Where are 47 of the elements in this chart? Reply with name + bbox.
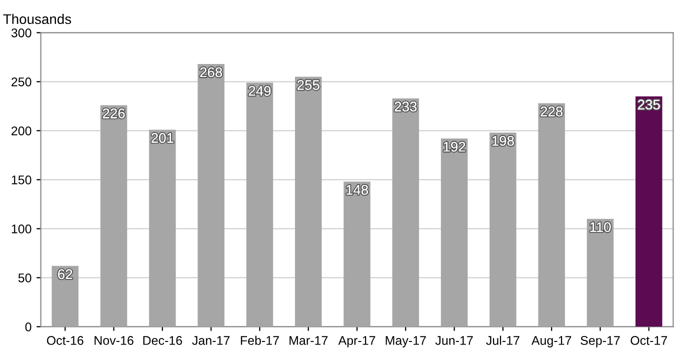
data-label: 198 <box>492 136 514 146</box>
y-tick-label: 50 <box>18 273 32 282</box>
x-tick-label: Feb-17 <box>240 336 279 345</box>
bar <box>149 130 176 327</box>
x-tick-label: Nov-16 <box>94 336 134 345</box>
x-tick-label: Jul-17 <box>486 336 520 345</box>
bar <box>636 96 662 327</box>
y-tick-label: 300 <box>11 28 32 38</box>
y-tick-label: 100 <box>12 224 32 234</box>
data-label: 192 <box>444 142 466 152</box>
data-label: 249 <box>248 86 271 96</box>
x-tick-label: Dec-16 <box>143 336 182 345</box>
x-tick-label: May-17 <box>386 336 426 348</box>
x-tick-label: Sep-17 <box>580 336 620 348</box>
bar <box>52 266 78 327</box>
x-tick-label: Oct-16 <box>46 336 84 345</box>
bar <box>392 98 420 327</box>
data-label: 235 <box>638 100 660 110</box>
data-label: 233 <box>394 102 417 112</box>
y-tick-label: 150 <box>12 175 32 184</box>
y-tick-label: 0 <box>25 322 32 332</box>
data-label: 228 <box>540 106 563 116</box>
x-tick-label: Jun-17 <box>435 336 473 345</box>
y-tick-label: 250 <box>12 77 32 86</box>
data-label: 201 <box>152 133 174 143</box>
x-tick-label: Apr-17 <box>338 336 376 348</box>
y-tick-label: 200 <box>12 126 32 136</box>
data-label: 226 <box>102 108 125 118</box>
bar <box>538 103 565 327</box>
bar <box>100 105 128 327</box>
x-tick-label: Oct-17 <box>630 336 668 345</box>
data-label: 110 <box>590 222 611 232</box>
data-label: 62 <box>58 269 72 280</box>
bar <box>294 76 322 327</box>
bar <box>344 182 370 327</box>
x-tick-label: Mar-17 <box>290 336 328 345</box>
bar <box>586 218 614 327</box>
bar <box>246 82 274 327</box>
data-label: 268 <box>200 67 222 78</box>
bar <box>490 132 516 327</box>
data-label: 148 <box>346 184 368 195</box>
bar <box>440 138 468 327</box>
x-tick-label: Aug-17 <box>531 336 572 348</box>
bar <box>198 64 224 327</box>
x-tick-label: Jan-17 <box>192 336 230 345</box>
data-label: 255 <box>297 80 320 90</box>
y-axis-title: Thousands <box>3 14 72 24</box>
